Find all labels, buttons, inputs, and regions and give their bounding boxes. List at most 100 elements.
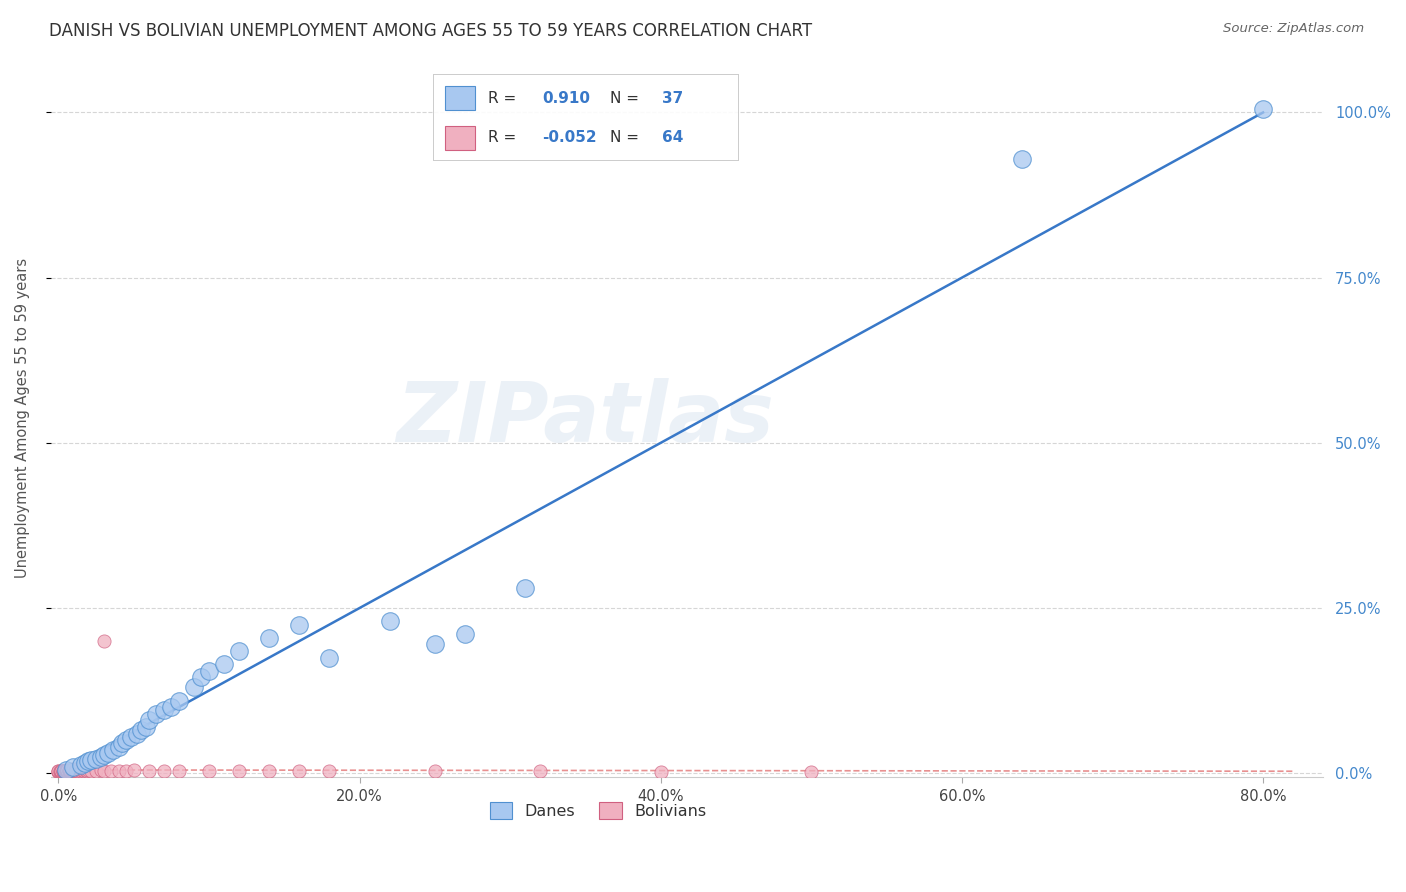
Point <box>198 664 221 678</box>
Point <box>51 764 73 779</box>
Point <box>145 706 167 721</box>
Point <box>288 617 311 632</box>
Point <box>65 764 87 778</box>
Point <box>52 764 75 778</box>
Point <box>110 736 132 750</box>
Point <box>107 764 129 778</box>
Point <box>62 762 84 776</box>
Point <box>52 764 75 779</box>
Point <box>1011 152 1033 166</box>
Point <box>75 756 97 771</box>
Point <box>53 764 76 779</box>
Point <box>89 749 111 764</box>
Point <box>97 747 120 761</box>
Point <box>53 764 76 778</box>
Point <box>63 764 86 778</box>
Point <box>135 720 157 734</box>
Text: ZIPatlas: ZIPatlas <box>396 377 775 458</box>
Point <box>80 764 103 778</box>
Point <box>167 764 190 778</box>
Point <box>53 764 76 779</box>
Point <box>60 764 83 778</box>
Point <box>101 743 124 757</box>
Point <box>115 764 138 778</box>
Point <box>318 650 340 665</box>
Point <box>212 657 235 672</box>
Point <box>650 764 672 779</box>
Point <box>183 681 205 695</box>
Point <box>89 763 111 777</box>
Point <box>59 763 82 777</box>
Point <box>55 764 77 778</box>
Point <box>69 763 91 777</box>
Point <box>800 764 823 779</box>
Point <box>77 763 100 777</box>
Point <box>529 764 551 779</box>
Point <box>378 614 401 628</box>
Point <box>93 634 115 648</box>
Point <box>66 764 89 778</box>
Point <box>72 763 94 777</box>
Point <box>100 764 122 778</box>
Point <box>58 764 80 778</box>
Point <box>59 764 82 778</box>
Point <box>55 763 77 777</box>
Point <box>120 730 142 744</box>
Point <box>56 764 79 779</box>
Point <box>129 723 152 738</box>
Point <box>73 764 96 778</box>
Point <box>48 764 70 779</box>
Point <box>55 763 77 777</box>
Point <box>152 703 174 717</box>
Point <box>152 764 174 778</box>
Point <box>62 764 84 778</box>
Point <box>84 764 107 778</box>
Point <box>138 764 160 778</box>
Text: DANISH VS BOLIVIAN UNEMPLOYMENT AMONG AGES 55 TO 59 YEARS CORRELATION CHART: DANISH VS BOLIVIAN UNEMPLOYMENT AMONG AG… <box>49 22 813 40</box>
Point <box>70 758 93 772</box>
Y-axis label: Unemployment Among Ages 55 to 59 years: Unemployment Among Ages 55 to 59 years <box>15 258 30 578</box>
Point <box>62 759 84 773</box>
Point <box>257 764 280 779</box>
Point <box>257 631 280 645</box>
Point <box>51 764 73 779</box>
Point <box>76 764 98 778</box>
Point <box>75 763 97 777</box>
Point <box>65 763 87 777</box>
Legend: Danes, Bolivians: Danes, Bolivians <box>484 796 713 826</box>
Point <box>288 764 311 779</box>
Point <box>198 764 221 778</box>
Point <box>62 763 84 777</box>
Point <box>160 700 183 714</box>
Point <box>228 644 250 658</box>
Point <box>190 670 212 684</box>
Point <box>49 764 72 779</box>
Point <box>228 764 250 779</box>
Point <box>167 693 190 707</box>
Point <box>107 739 129 754</box>
Point <box>138 714 160 728</box>
Point <box>48 764 70 779</box>
Point <box>454 627 477 641</box>
Point <box>80 753 103 767</box>
Point <box>77 754 100 768</box>
Point <box>60 763 83 777</box>
Point <box>423 637 446 651</box>
Point <box>423 764 446 779</box>
Point <box>52 764 75 779</box>
Point <box>84 752 107 766</box>
Point <box>58 763 80 777</box>
Point <box>56 764 79 778</box>
Point <box>63 763 86 777</box>
Point <box>515 581 537 595</box>
Point <box>122 763 145 777</box>
Point <box>49 764 72 779</box>
Point <box>1251 102 1274 116</box>
Point <box>115 733 138 747</box>
Point <box>56 763 79 777</box>
Point <box>93 764 115 778</box>
Point <box>125 726 148 740</box>
Point <box>48 764 70 778</box>
Point <box>93 747 115 762</box>
Text: Source: ZipAtlas.com: Source: ZipAtlas.com <box>1223 22 1364 36</box>
